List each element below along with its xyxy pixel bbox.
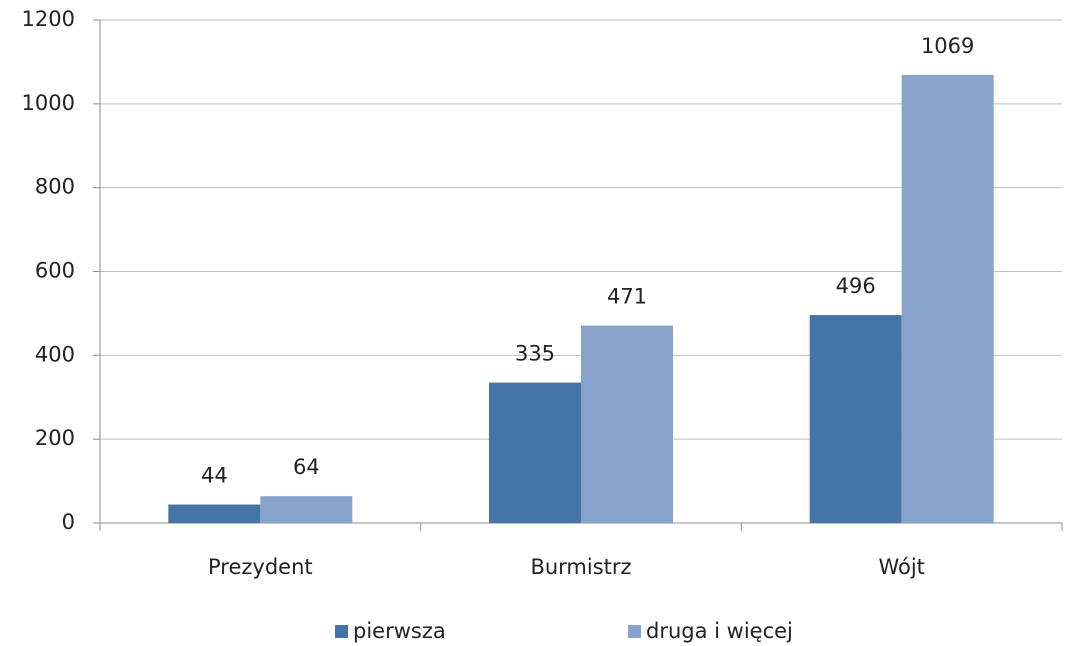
- legend-swatch: [335, 625, 348, 638]
- data-label: 1069: [921, 34, 974, 58]
- x-tick-label: Burmistrz: [530, 555, 631, 579]
- bar: [581, 325, 673, 523]
- y-tick-label: 800: [35, 175, 75, 199]
- bar: [809, 315, 902, 523]
- data-label: 44: [201, 464, 228, 488]
- legend-swatch: [628, 625, 641, 638]
- bar: [901, 74, 994, 524]
- y-tick-label: 1000: [22, 91, 75, 115]
- y-tick-label: 0: [62, 510, 75, 534]
- legend-label: druga i więcej: [646, 619, 793, 643]
- legend-label: pierwsza: [353, 619, 446, 643]
- data-label: 496: [836, 274, 876, 298]
- y-tick-label: 1200: [22, 7, 75, 31]
- bar: [489, 382, 581, 523]
- data-label: 471: [607, 285, 647, 309]
- x-tick-label: Wójt: [878, 555, 924, 579]
- y-tick-label: 400: [35, 342, 75, 366]
- data-label: 335: [515, 342, 555, 366]
- bar: [260, 496, 353, 523]
- x-tick-label: Prezydent: [208, 555, 313, 579]
- y-tick-label: 600: [35, 259, 75, 283]
- bar: [168, 504, 261, 523]
- y-tick-label: 200: [35, 426, 75, 450]
- data-label: 64: [293, 455, 320, 479]
